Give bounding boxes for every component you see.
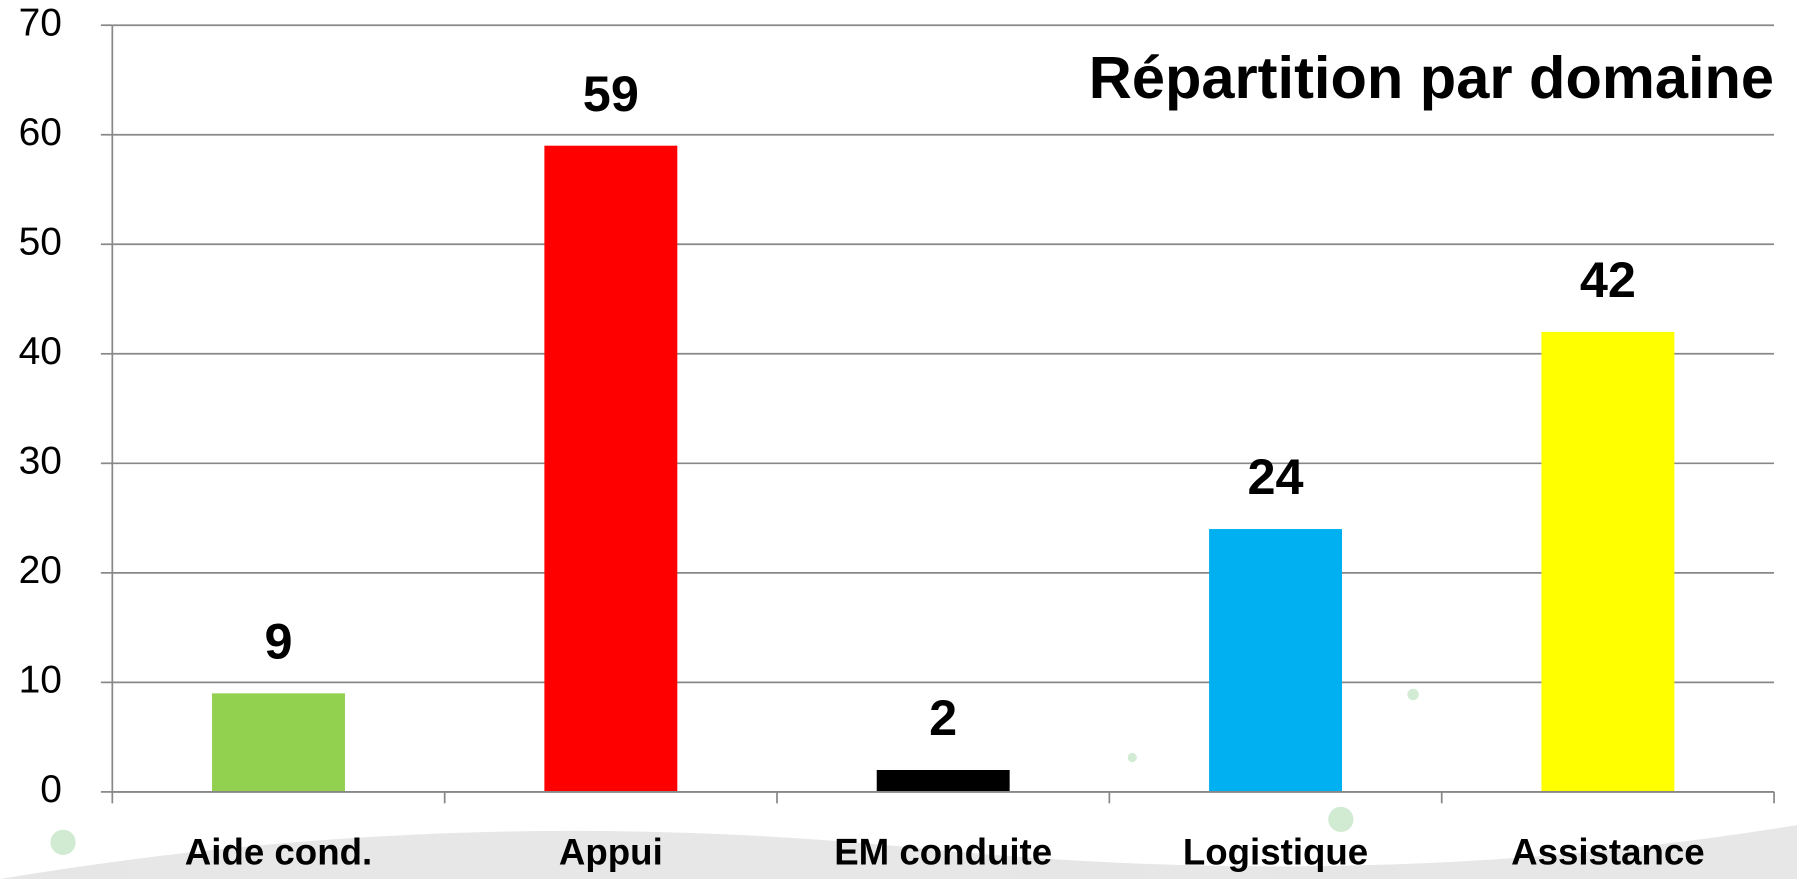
y-tick-label: 40 xyxy=(19,330,62,373)
y-tick-label: 60 xyxy=(19,111,62,154)
chart-title: Répartition par domaine xyxy=(1089,44,1774,111)
y-tick-label: 70 xyxy=(19,2,62,45)
value-label: 2 xyxy=(929,689,957,746)
bar xyxy=(1209,529,1343,792)
x-tick-label: Assistance xyxy=(1511,832,1705,873)
y-tick-label: 50 xyxy=(19,221,62,264)
bar xyxy=(544,145,678,792)
value-label: 9 xyxy=(264,613,292,670)
x-tick-label: Appui xyxy=(559,832,663,873)
value-label: 42 xyxy=(1580,251,1636,308)
value-label: 24 xyxy=(1248,448,1304,505)
bar xyxy=(1541,331,1675,792)
bar xyxy=(876,769,1010,792)
bar xyxy=(212,693,345,792)
x-tick-label: EM conduite xyxy=(834,832,1052,873)
x-tick-label: Aide cond. xyxy=(185,832,372,873)
value-label: 59 xyxy=(583,65,639,122)
y-tick-label: 10 xyxy=(19,659,62,702)
background-decoration xyxy=(0,688,1797,879)
y-tick-label: 0 xyxy=(40,768,62,811)
y-tick-label: 30 xyxy=(19,440,62,483)
x-tick-label: Logistique xyxy=(1183,832,1368,873)
y-tick-label: 20 xyxy=(19,549,62,592)
